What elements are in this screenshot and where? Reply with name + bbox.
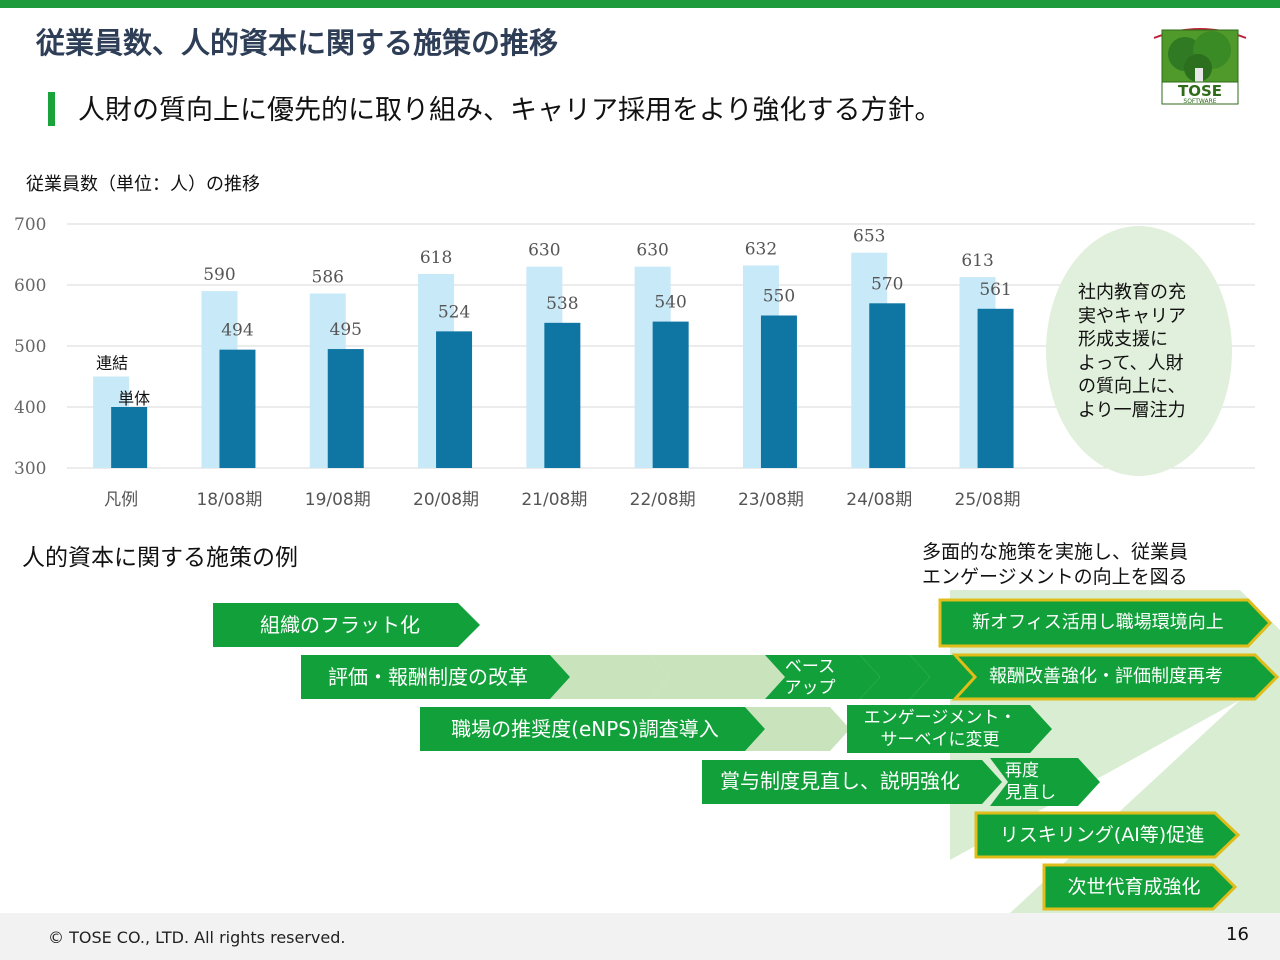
data-label-standalone: 540: [654, 293, 686, 313]
page-subtitle: 人財の質向上に優先的に取り組み、キャリア採用をより強化する方針。: [78, 95, 942, 126]
x-tick-label: 21/08期: [521, 490, 587, 510]
x-tick-label: 18/08期: [196, 490, 262, 510]
y-tick-label: 700: [14, 215, 46, 235]
data-label-standalone: 550: [763, 287, 795, 307]
bar-standalone: [219, 349, 256, 468]
note-line: 形成支援に: [1078, 329, 1168, 350]
measure-new-office: 新オフィス活用し職場環境向上: [938, 598, 1273, 648]
chart-caption: 従業員数（単位：人）の推移: [26, 174, 260, 195]
data-label-standalone: 570: [871, 274, 903, 294]
y-tick-label: 600: [14, 276, 46, 296]
engagement-heading: 多面的な施策を実施し、従業員 エンゲージメントの向上を図る: [922, 540, 1188, 590]
bar-standalone: [436, 331, 473, 468]
data-label-standalone: 538: [546, 294, 578, 314]
note-line: 社内教育の充: [1078, 282, 1186, 303]
data-label-consolidated: 613: [961, 251, 993, 271]
data-label-consolidated: 630: [636, 241, 668, 261]
note-line: 実やキャリア: [1078, 305, 1186, 327]
x-tick-label: 凡例: [104, 490, 138, 510]
logo-text: TOSE: [1178, 82, 1222, 100]
measure-label: 組織のフラット化: [260, 613, 420, 637]
bonus-review-label: 再度: [1005, 761, 1039, 781]
data-label-consolidated: 590: [203, 265, 235, 285]
note-text: 社内教育の充 実やキャリア 形成支援に よって、人財 の質向上に、 より一層注力: [1078, 281, 1218, 422]
data-label-consolidated: 632: [745, 239, 777, 259]
base-up-label: ベース: [785, 657, 835, 677]
bar-standalone: [111, 407, 148, 468]
data-label-standalone: 494: [221, 321, 253, 341]
engagement-heading-line: エンゲージメントの向上を図る: [922, 566, 1188, 588]
measure-label: 職場の推奨度(eNPS)調査導入: [451, 717, 719, 741]
subtitle-marker: [48, 92, 55, 126]
data-label-consolidated: 586: [312, 268, 344, 288]
examples-heading: 人的資本に関する施策の例: [22, 545, 298, 571]
measure-label: リスキリング(AI等)促進: [1000, 824, 1204, 846]
top-accent-bar: [0, 0, 1280, 8]
y-tick-label: 500: [14, 337, 46, 357]
measure-label: 評価・報酬制度の改革: [328, 665, 528, 689]
data-label-consolidated: 653: [853, 227, 885, 247]
x-tick-label: 19/08期: [305, 490, 371, 510]
measure-label: 賞与制度見直し、説明強化: [720, 769, 960, 793]
legend-label-consolidated: 連結: [96, 354, 128, 373]
bar-standalone: [544, 322, 581, 468]
note-line: の質向上に、: [1078, 376, 1186, 397]
bar-standalone: [760, 315, 797, 468]
measure-reskilling: リスキリング(AI等)促進: [974, 811, 1241, 859]
data-label-consolidated: 618: [420, 248, 452, 268]
bar-standalone: [977, 308, 1014, 468]
measure-next-generation: 次世代育成強化: [1042, 863, 1238, 911]
page-number: 16: [1226, 924, 1249, 945]
bonus-review-label: 見直し: [1005, 783, 1056, 803]
copyright: © TOSE CO., LTD. All rights reserved.: [48, 928, 346, 947]
employee-count-chart: 300 400 500 600 700 凡例 18/08期 19/08期 20/08期 21/08…: [14, 215, 1255, 510]
x-tick-label: 23/08期: [738, 490, 804, 510]
measure-label: 新オフィス活用し職場環境向上: [972, 612, 1224, 633]
measure-flat-organization: 組織のフラット化: [213, 603, 480, 647]
bar-standalone: [327, 349, 364, 468]
measure-evaluation-reform: ベース アップ 評価・報酬制度の改革 報酬改善強化・評価制度再考: [301, 653, 1280, 701]
page-title: 従業員数、人的資本に関する施策の推移: [36, 26, 559, 60]
measure-label: 報酬改善強化・評価制度再考: [989, 666, 1223, 687]
tose-logo: TOSE SOFTWARE: [1153, 28, 1247, 105]
note-bubble: [1046, 226, 1232, 476]
note-line: より一層注力: [1078, 399, 1186, 421]
bar-standalone: [869, 303, 906, 468]
x-tick-label: 24/08期: [846, 490, 912, 510]
measure-label: 次世代育成強化: [1067, 876, 1200, 898]
engagement-change-label: サーベイに変更: [881, 730, 1000, 750]
data-label-standalone: 495: [330, 320, 362, 340]
legend-label-standalone: 単体: [118, 389, 150, 408]
engagement-change-label: エンゲージメント・: [864, 708, 1017, 728]
data-label-consolidated: 630: [528, 241, 560, 261]
logo-subtext: SOFTWARE: [1183, 98, 1216, 105]
measure-enps-survey: 職場の推奨度(eNPS)調査導入 エンゲージメント・ サーベイに変更: [420, 705, 1052, 753]
data-label-standalone: 524: [438, 302, 470, 322]
y-tick-label: 400: [14, 398, 46, 418]
x-tick-label: 22/08期: [630, 490, 696, 510]
footer: [0, 913, 1280, 960]
measure-bonus-review: 賞与制度見直し、説明強化 再度 見直し: [702, 758, 1100, 806]
measures-timeline: 組織のフラット化 新オフィス活用し職場環境向上 ベース アップ 評価・報酬制度の…: [213, 598, 1280, 911]
base-up-label: アップ: [785, 678, 836, 698]
y-tick-label: 300: [14, 459, 46, 479]
engagement-heading-line: 多面的な施策を実施し、従業員: [922, 541, 1189, 563]
x-tick-label: 20/08期: [413, 490, 479, 510]
note-line: よって、人財: [1078, 352, 1184, 374]
data-label-standalone: 561: [979, 280, 1011, 300]
x-tick-label: 25/08期: [955, 490, 1021, 510]
bar-standalone: [652, 321, 689, 468]
